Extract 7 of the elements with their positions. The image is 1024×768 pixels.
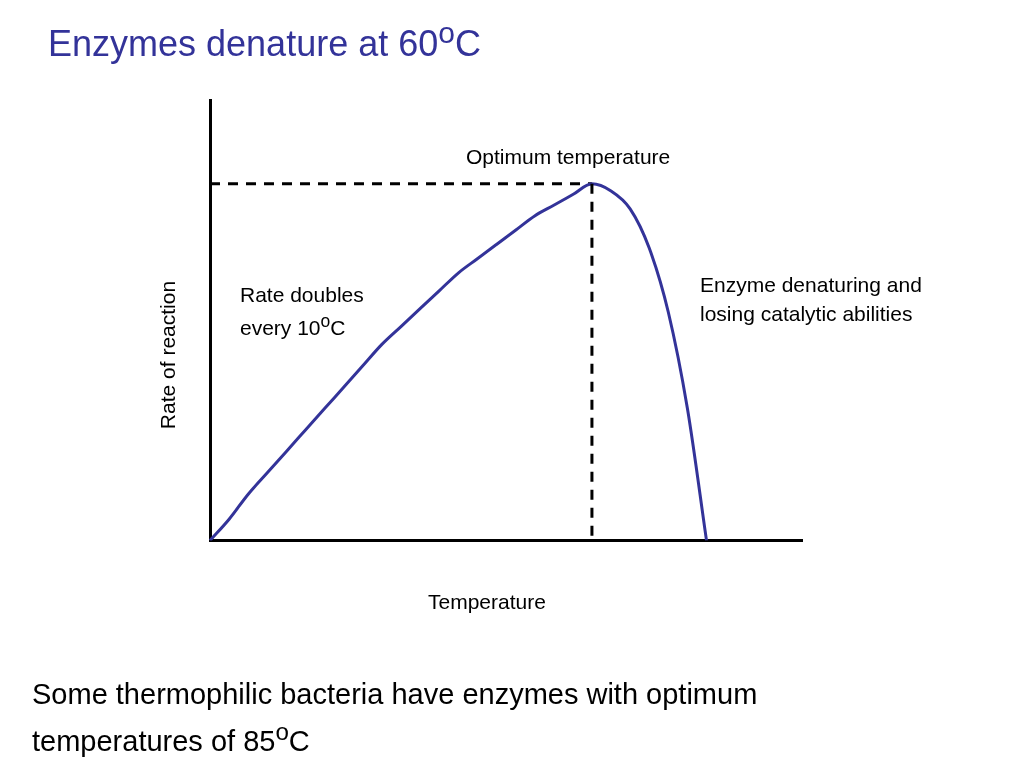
annotation: Enzyme denaturing and losing catalytic abilities [700, 272, 923, 328]
x-axis-title: Temperature [428, 590, 546, 614]
annotation: Rate doubles every 10$^{o}$C [240, 282, 365, 342]
chart-title: Enzymes denature at 60$^{o}$C [48, 16, 481, 65]
text: Optimum temperature [466, 144, 671, 170]
y-axis-title: Rate of reaction [156, 280, 180, 430]
text: Some thermophilic bacteria have enzymes with optimum temperatures of 85$^{o}$C [32, 677, 759, 759]
